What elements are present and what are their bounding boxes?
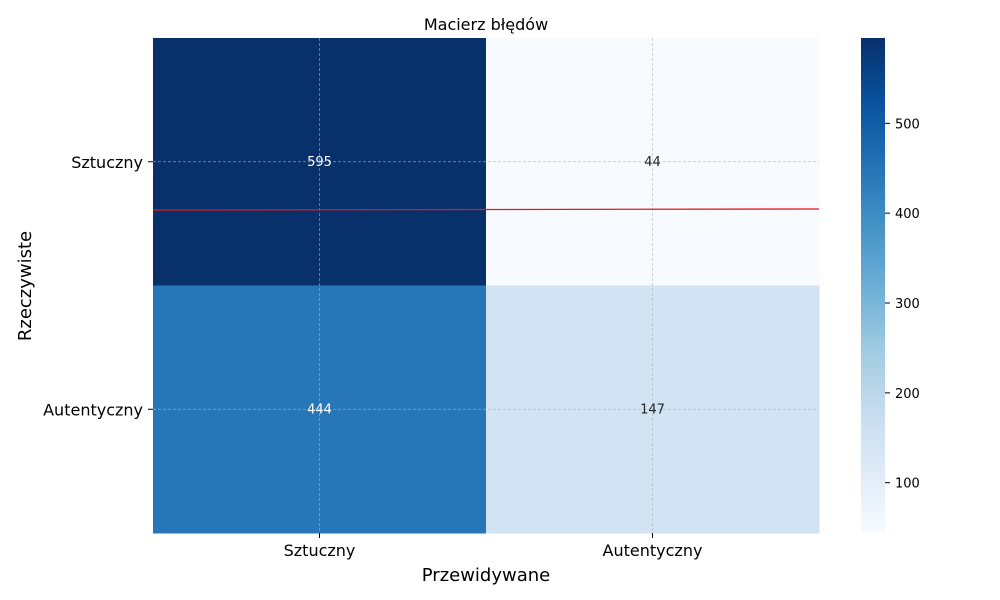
cell-value-label: 44 <box>644 155 661 170</box>
reference-line-stroke <box>152 208 820 211</box>
reference-line <box>152 208 820 211</box>
x-axis-ticks: Sztuczny Autentyczny <box>284 533 703 560</box>
x-tick-label: Autentyczny <box>603 541 703 560</box>
colorbar-tick-label: 300 <box>895 297 920 312</box>
y-tick-label: Autentyczny <box>43 400 143 419</box>
colorbar-tick-label: 100 <box>895 477 920 492</box>
colorbar-tick-label: 400 <box>895 207 920 222</box>
heatmap-cells <box>153 38 820 534</box>
colorbar <box>861 38 885 533</box>
grid-lines <box>153 38 819 533</box>
colorbar-ticks: 100 200 300 400 500 <box>885 117 920 492</box>
x-axis-label: Przewidywane <box>422 565 551 586</box>
cell-value-label: 147 <box>640 402 665 417</box>
colorbar-tick-label: 500 <box>895 117 920 132</box>
cell-value-label: 595 <box>307 155 332 170</box>
colorbar-tick-label: 200 <box>895 387 920 402</box>
chart-title: Macierz błędów <box>424 15 548 34</box>
y-axis-label: Rzeczywiste <box>15 231 36 341</box>
y-axis-ticks: Sztuczny Autentyczny <box>43 153 153 419</box>
x-tick-label: Sztuczny <box>284 541 356 560</box>
y-tick-label: Sztuczny <box>71 153 143 172</box>
cell-value-label: 444 <box>307 402 332 417</box>
